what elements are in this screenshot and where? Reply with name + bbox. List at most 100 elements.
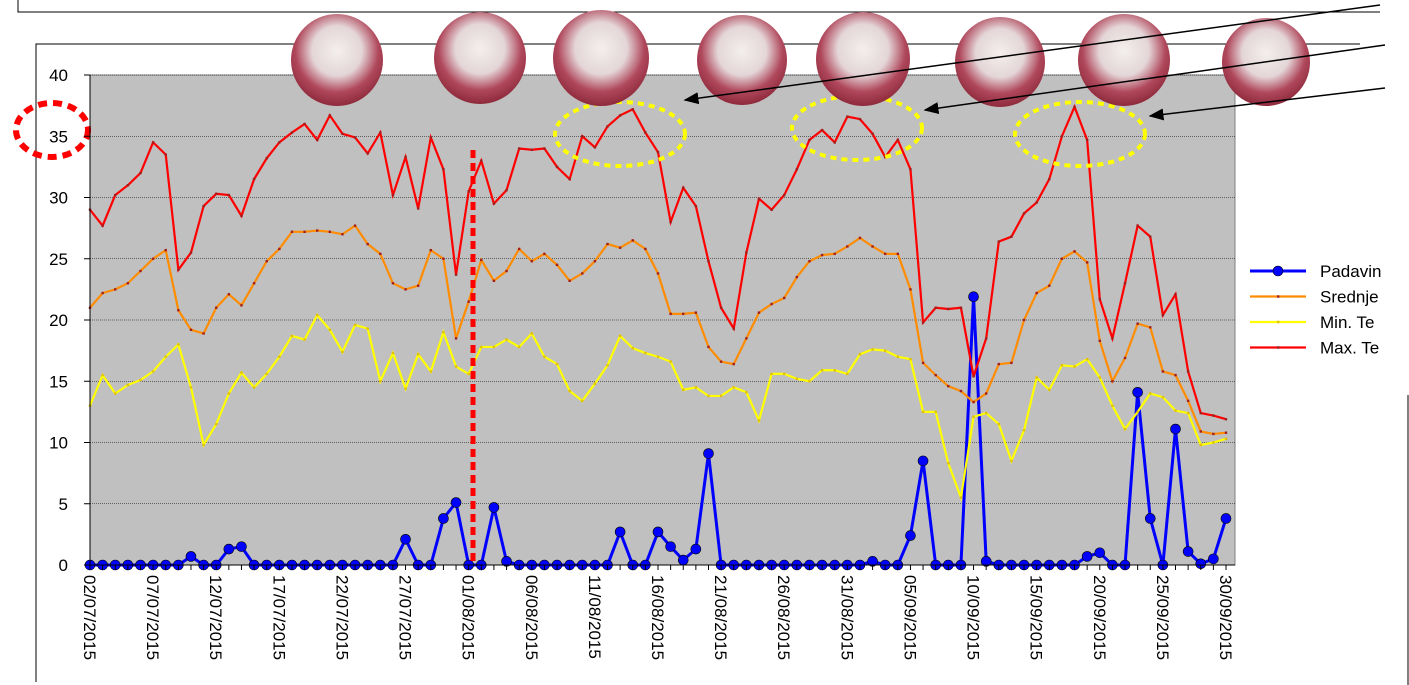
x-tick-label: 22/07/2015: [332, 575, 351, 660]
point: [884, 349, 886, 351]
point: [834, 253, 836, 255]
point: [909, 288, 911, 290]
point: [581, 272, 583, 274]
point: [278, 141, 280, 143]
point: [1023, 212, 1025, 214]
point: [556, 264, 558, 266]
point: [1086, 358, 1088, 360]
point: [1136, 411, 1138, 413]
point: [417, 207, 419, 209]
point: [733, 327, 735, 329]
point: [691, 544, 701, 554]
point: [1073, 365, 1075, 367]
point: [720, 360, 722, 362]
point: [1212, 441, 1214, 443]
point: [114, 194, 116, 196]
point: [1162, 370, 1164, 372]
point: [1187, 412, 1189, 414]
point: [467, 373, 469, 375]
point: [733, 386, 735, 388]
point: [1061, 364, 1063, 366]
point: [316, 229, 318, 231]
point: [291, 231, 293, 233]
point: [114, 392, 116, 394]
point: [1171, 424, 1181, 434]
point: [543, 356, 545, 358]
x-tick-label: 25/09/2015: [1153, 575, 1172, 660]
point: [190, 386, 192, 388]
point: [1111, 405, 1113, 407]
point: [657, 356, 659, 358]
point: [972, 416, 974, 418]
point: [783, 373, 785, 375]
point: [215, 307, 217, 309]
x-tick-label: 15/09/2015: [1027, 575, 1046, 660]
point: [632, 239, 634, 241]
point: [228, 293, 230, 295]
point: [493, 346, 495, 348]
point: [998, 240, 1000, 242]
point: [480, 346, 482, 348]
corn-image: [434, 12, 526, 104]
point: [581, 400, 583, 402]
point: [139, 270, 141, 272]
point: [1099, 298, 1101, 300]
legend-marker: [1277, 346, 1279, 348]
point: [127, 282, 129, 284]
point: [404, 387, 406, 389]
legend-label: Min. Te: [1320, 313, 1375, 332]
point: [985, 392, 987, 394]
point: [934, 374, 936, 376]
point: [960, 307, 962, 309]
point: [615, 527, 625, 537]
point: [1145, 513, 1155, 523]
y-tick-label: 10: [49, 434, 68, 453]
point: [316, 314, 318, 316]
point: [455, 273, 457, 275]
point: [480, 160, 482, 162]
y-tick-label: 20: [49, 311, 68, 330]
point: [594, 146, 596, 148]
point: [770, 303, 772, 305]
point: [543, 147, 545, 149]
point: [733, 363, 735, 365]
point: [127, 184, 129, 186]
point: [1221, 513, 1231, 523]
point: [165, 249, 167, 251]
y-tick-label: 30: [49, 189, 68, 208]
point: [186, 551, 196, 561]
point: [834, 369, 836, 371]
point: [619, 247, 621, 249]
point: [972, 375, 974, 377]
point: [253, 282, 255, 284]
point: [1187, 370, 1189, 372]
point: [531, 149, 533, 151]
legend-label: Padavin: [1320, 262, 1381, 281]
y-tick-label: 25: [49, 250, 68, 269]
point: [202, 205, 204, 207]
legend-marker: [1277, 321, 1279, 323]
point: [442, 331, 444, 333]
x-tick-label: 07/07/2015: [143, 575, 162, 660]
point: [1023, 319, 1025, 321]
point: [379, 131, 381, 133]
point: [770, 373, 772, 375]
point: [139, 172, 141, 174]
point: [606, 364, 608, 366]
point: [165, 153, 167, 155]
point: [897, 356, 899, 358]
point: [442, 258, 444, 260]
point: [905, 531, 915, 541]
point: [947, 385, 949, 387]
point: [632, 108, 634, 110]
point: [430, 370, 432, 372]
point: [1162, 396, 1164, 398]
point: [796, 276, 798, 278]
point: [1212, 414, 1214, 416]
point: [493, 280, 495, 282]
point: [266, 260, 268, 262]
point: [404, 288, 406, 290]
point: [127, 384, 129, 386]
point: [960, 496, 962, 498]
x-tick-label: 06/08/2015: [522, 575, 541, 660]
